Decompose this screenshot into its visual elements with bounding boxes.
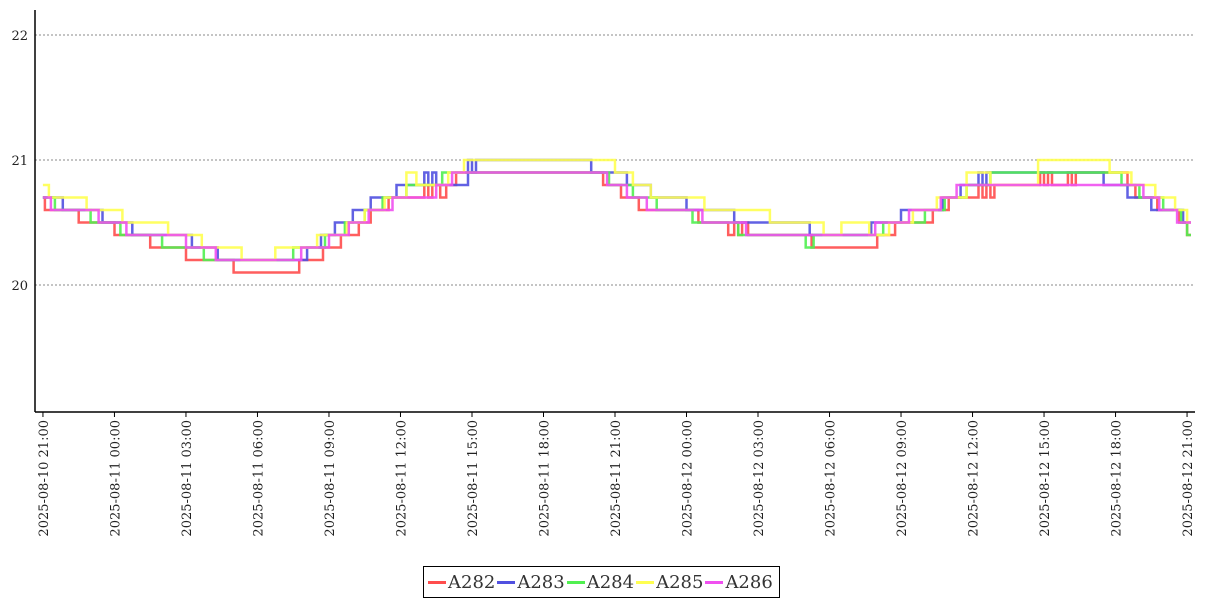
series-line-a284 — [42, 171, 1191, 262]
x-tick-label: 2025-08-12 03:00 — [752, 420, 767, 537]
x-tick-label: 2025-08-11 09:00 — [323, 420, 338, 537]
y-tick-labels: 20 21 22 — [11, 29, 28, 294]
x-tick-label: 2025-08-11 06:00 — [251, 420, 266, 537]
x-tick-label: 2025-08-11 18:00 — [537, 420, 552, 537]
legend-label: A282 — [448, 571, 496, 593]
legend-item-a286: A286 — [705, 571, 773, 593]
legend-swatch — [705, 580, 724, 584]
x-tick-label: 2025-08-11 12:00 — [394, 420, 409, 537]
x-tick-label: 2025-08-12 06:00 — [824, 420, 839, 537]
y-tick-label: 22 — [11, 29, 28, 44]
legend-item-a285: A285 — [636, 572, 703, 593]
series-line-a283 — [42, 158, 1191, 262]
x-tick-label: 2025-08-11 21:00 — [609, 420, 624, 537]
x-tick-label: 2025-08-12 18:00 — [1110, 420, 1125, 537]
x-tick-label: 2025-08-10 21:00 — [37, 420, 52, 537]
x-tick-label: 2025-08-12 09:00 — [895, 420, 910, 537]
x-tick-label: 2025-08-12 15:00 — [1038, 420, 1053, 537]
legend-item-a284: A284 — [566, 571, 635, 593]
x-tick-label: 2025-08-12 21:00 — [1181, 420, 1196, 537]
legend-item-a282: A282 — [428, 572, 495, 593]
legend: A282 A283 A284 A285 A286 — [423, 566, 780, 598]
x-tick-labels: 2025-08-10 21:00 2025-08-11 00:00 2025-08-… — [37, 412, 1196, 537]
y-tick-label: 21 — [11, 154, 28, 169]
x-tick-label: 2025-08-12 00:00 — [681, 420, 696, 537]
legend-label: A284 — [586, 571, 635, 593]
series-lines — [42, 158, 1191, 274]
legend-label: A286 — [725, 571, 773, 593]
x-tick-label: 2025-08-11 15:00 — [466, 420, 481, 537]
legend-swatch — [428, 580, 446, 584]
legend-swatch — [566, 580, 585, 584]
legend-label: A283 — [517, 571, 565, 593]
legend-swatch — [636, 580, 655, 584]
x-tick-label: 2025-08-11 03:00 — [180, 420, 195, 537]
y-tick-label: 20 — [11, 279, 28, 294]
series-line-a286 — [42, 171, 1191, 262]
x-tick-label: 2025-08-11 00:00 — [108, 420, 123, 537]
legend-swatch — [497, 580, 516, 584]
series-line-a285 — [42, 158, 1191, 262]
legend-label: A285 — [656, 571, 704, 593]
legend-item-a283: A283 — [497, 571, 565, 593]
x-tick-label: 2025-08-12 12:00 — [967, 420, 982, 537]
